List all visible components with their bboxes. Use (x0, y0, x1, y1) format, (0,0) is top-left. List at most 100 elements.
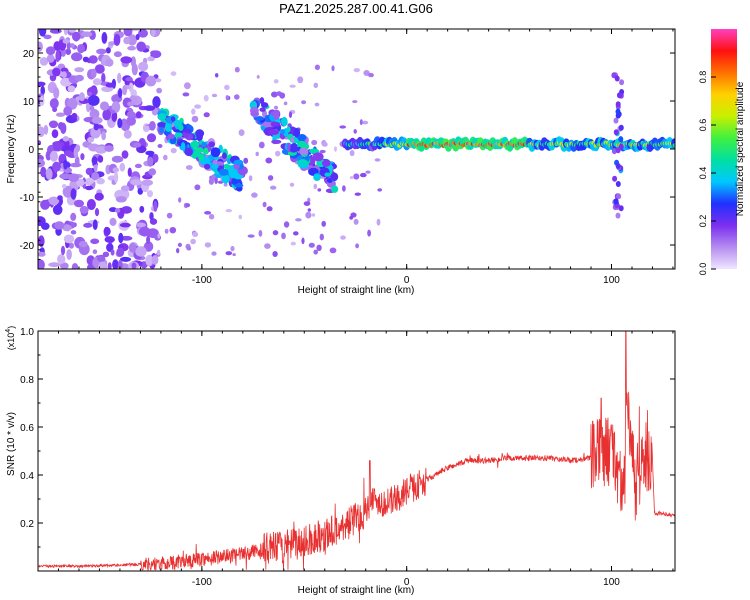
spectrogram-cell (52, 161, 61, 172)
spectrogram-cell (196, 147, 204, 154)
spectrogram-cell (101, 86, 113, 93)
spectrogram-cell (203, 112, 210, 118)
spectrogram-cell (203, 94, 209, 102)
spectrogram-cell (66, 249, 72, 260)
spectrogram-cell (139, 205, 145, 213)
spectrogram-cell (614, 75, 620, 82)
spectrogram-cell (222, 152, 227, 159)
spectrogram-cell (307, 208, 311, 212)
spectrogram-cell (250, 110, 260, 117)
spectrogram-cell (103, 226, 111, 236)
spectrogram-cell (178, 197, 182, 203)
spectrogram-cell (157, 144, 163, 148)
spectrogram-cell (612, 175, 618, 182)
spectrogram-cell (238, 214, 242, 220)
spectrogram-cell (107, 262, 112, 269)
spectrogram-cell (104, 236, 115, 243)
spectrogram-cell (55, 50, 60, 63)
spectrogram-cell (138, 226, 151, 237)
spectrogram-cell (203, 147, 209, 155)
spectrogram-cell (149, 121, 156, 131)
spectrogram-cell (353, 173, 360, 180)
spectrogram-cell (74, 67, 85, 73)
spectrogram-cell (71, 263, 79, 269)
spectrogram-cell (126, 116, 136, 126)
spectrogram-cell (70, 188, 77, 200)
spectrogram-cell (120, 185, 130, 192)
spectrogram-cell (225, 95, 229, 101)
spectrogram-cell (82, 56, 89, 63)
spectrogram-cell (79, 206, 89, 214)
spectrogram-cell (268, 129, 279, 135)
spectrogram-cell (311, 139, 318, 146)
spectrogram-cell (225, 251, 233, 256)
spectrogram-cell (93, 123, 100, 131)
spectrogram-cell (112, 167, 120, 173)
spectrogram-cell (91, 156, 98, 165)
spectrogram-cell (258, 141, 265, 149)
spectrogram-cell (157, 113, 167, 121)
spectrogram-cell (118, 232, 124, 244)
spectrogram-cell (319, 149, 326, 154)
spectrogram-cell (96, 255, 106, 262)
spectrogram-cell (75, 144, 81, 152)
spectrogram-cell (91, 172, 100, 181)
spectrogram-cell (76, 178, 85, 187)
spectrogram-cell (145, 75, 157, 87)
spectrogram-cell (91, 116, 103, 124)
spectrogram-cell (377, 188, 383, 192)
spectrogram-cell (329, 247, 337, 254)
spectrogram-cell (330, 172, 339, 182)
snr-panel: -100 0 100 0.2 0.4 0.6 0.8 1.0 Height of straig… (5, 326, 676, 596)
spectrogram-cell (52, 67, 61, 77)
spectrogram-cell (266, 206, 273, 212)
spectrogram-cell (109, 217, 117, 226)
spectrogram-xtick-label: 0 (404, 275, 410, 286)
spectrogram-cell (53, 142, 63, 152)
spectrogram-cell (152, 153, 159, 163)
spectrogram-cell (63, 29, 68, 36)
spectrogram-cell (145, 254, 154, 267)
spectrogram-cell (65, 48, 72, 55)
spectrogram-cell (151, 255, 159, 265)
spectrogram-cell (275, 150, 281, 157)
spectrogram-cell (211, 164, 219, 170)
spectrogram-cell (321, 220, 327, 227)
spectrogram-cell (90, 238, 100, 245)
spectrogram-cell (223, 183, 228, 187)
spectrogram-cell (290, 142, 298, 152)
spectrogram-cell (85, 185, 93, 191)
spectrogram-cell (137, 187, 144, 195)
spectrogram-cell (64, 150, 73, 157)
spectrogram-cell (233, 159, 244, 165)
spectrogram-cell (615, 101, 621, 108)
spectrogram-cell (164, 122, 172, 132)
spectrogram-cell (283, 101, 288, 106)
spectrogram-cell (228, 171, 238, 179)
spectrogram-cell (210, 147, 221, 158)
spectrogram-cell (110, 249, 115, 256)
spectrogram-cell (148, 168, 156, 176)
spectrogram-cell (190, 238, 196, 245)
spectrogram-cell (289, 84, 296, 88)
spectrogram-cell (125, 77, 133, 82)
spectrogram-cell (331, 65, 335, 72)
colorbar-gradient (711, 29, 737, 269)
spectrogram-cell (184, 147, 193, 157)
spectrogram-cell (146, 235, 151, 245)
spectrogram-cell (40, 199, 50, 210)
spectrogram-cell (73, 199, 85, 208)
spectrogram-cell (123, 129, 132, 139)
spectrogram-cell (97, 261, 108, 269)
spectrogram-cell (134, 163, 142, 169)
spectrogram-cell (314, 102, 320, 107)
spectrogram-cell (62, 39, 70, 44)
colorbar-tick-label: 0.6 (698, 119, 708, 132)
spectrogram-cell (360, 172, 367, 178)
spectrogram-cell (243, 157, 249, 164)
spectrogram-cell (281, 232, 286, 240)
spectrogram-cell (176, 248, 180, 254)
spectrogram-cell (265, 157, 273, 164)
snr-ylabel: SNR (10 * v/v) (6, 412, 17, 476)
spectrogram-cell (272, 251, 278, 257)
